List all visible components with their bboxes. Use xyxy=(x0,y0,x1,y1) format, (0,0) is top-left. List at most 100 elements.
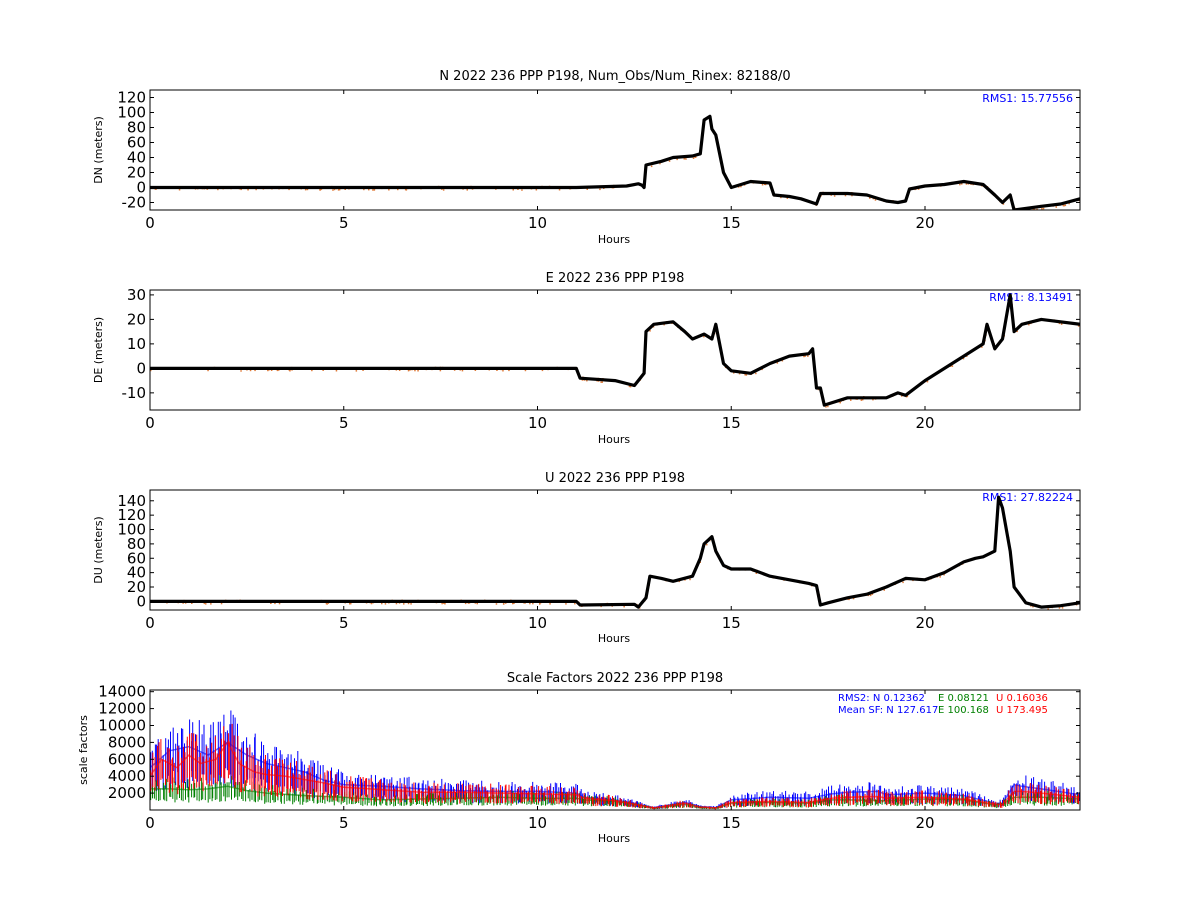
panel-east-point xyxy=(1077,325,1080,327)
sf-legend-rms-u: U 0.16036 xyxy=(996,693,1048,704)
panel-sf-title: Scale Factors 2022 236 PPP P198 xyxy=(507,671,723,686)
panel-up-point xyxy=(220,602,223,605)
panel-east-point xyxy=(825,406,827,408)
panel-sf-ytick-label: 12000 xyxy=(98,700,146,718)
panel-north: N 2022 236 PPP P198, Num_Obs/Num_Rinex: … xyxy=(92,69,1081,246)
panel-up-point xyxy=(684,579,686,581)
panel-up-point xyxy=(1032,605,1034,608)
panel-north-ylabel: DN (meters) xyxy=(92,116,105,184)
panel-north-point xyxy=(833,195,836,197)
panel-east-point xyxy=(355,370,358,372)
panel-up-xtick-label: 5 xyxy=(339,614,349,632)
panel-north-point xyxy=(388,189,390,191)
panel-east-ytick-label: 10 xyxy=(127,335,146,353)
panel-up-xtick-label: 10 xyxy=(528,614,547,632)
panel-up-point xyxy=(467,602,470,604)
panel-north-point xyxy=(535,189,538,191)
panel-east-point xyxy=(288,369,291,371)
panel-north-point xyxy=(851,194,853,197)
panel-east-series-line xyxy=(150,293,1080,407)
panel-up-ytick-label: 40 xyxy=(127,564,146,582)
panel-up-ytick-label: 60 xyxy=(127,549,146,567)
panel-east-point xyxy=(850,399,852,401)
panel-up-point xyxy=(505,602,507,604)
panel-up-point xyxy=(678,580,681,583)
panel-up-ylabel: DU (meters) xyxy=(92,516,105,583)
panel-north-title: N 2022 236 PPP P198, Num_Obs/Num_Rinex: … xyxy=(439,69,790,84)
panel-east-point xyxy=(474,369,477,371)
panel-north-point xyxy=(694,156,697,158)
panel-up-point xyxy=(706,543,708,546)
panel-north-point xyxy=(1063,205,1065,207)
panel-up-point xyxy=(384,603,387,605)
panel-north-xtick-label: 20 xyxy=(915,214,934,232)
panel-up-point xyxy=(565,603,567,605)
panel-up-point xyxy=(441,602,443,605)
panel-north-point xyxy=(874,199,877,201)
panel-east-point xyxy=(981,346,983,348)
panel-east-point xyxy=(1058,322,1061,325)
panel-east-point xyxy=(240,370,242,372)
panel-up-point xyxy=(274,602,276,605)
panel-up-series-line xyxy=(150,495,1080,609)
panel-north-ytick-label: 120 xyxy=(117,89,146,107)
panel-up-point xyxy=(444,603,446,605)
panel-north-point xyxy=(255,188,257,191)
panel-up-point xyxy=(689,578,691,581)
panel-east-point xyxy=(951,365,954,367)
panel-north-ytick-label: -20 xyxy=(122,194,147,212)
panel-east-point xyxy=(781,360,784,362)
panel-east-point xyxy=(703,335,705,338)
panel-east-point xyxy=(276,369,279,372)
panel-up-point xyxy=(407,602,410,605)
panel-up-point xyxy=(871,593,874,595)
panel-north-point xyxy=(599,188,601,191)
panel-up-ytick-label: 20 xyxy=(127,578,146,596)
panel-north-point xyxy=(786,197,789,199)
panel-sf-xtick-label: 10 xyxy=(528,814,547,832)
panel-up-xtick-label: 15 xyxy=(722,614,741,632)
panel-east-point xyxy=(862,398,864,401)
panel-east-point xyxy=(502,370,504,372)
panel-north-point xyxy=(650,165,653,168)
panel-up-point xyxy=(1047,608,1049,610)
panel-north-rms: RMS1: 15.77556 xyxy=(982,92,1073,105)
panel-north-point xyxy=(740,185,742,188)
panel-east-point xyxy=(322,369,324,371)
panel-east-point xyxy=(962,357,965,360)
panel-east-point xyxy=(439,369,442,372)
sf-legend-mean-u: U 173.495 xyxy=(996,705,1048,716)
panel-up-point xyxy=(205,603,207,605)
panel-east-point xyxy=(249,369,252,372)
panel-up-point xyxy=(883,589,885,591)
panel-north-point xyxy=(1041,207,1043,210)
panel-east-point xyxy=(1028,323,1030,326)
panel-sf-xtick-label: 5 xyxy=(339,814,349,832)
panel-north-point xyxy=(917,188,920,190)
panel-north-point xyxy=(683,158,685,160)
panel-north-point xyxy=(1002,203,1005,205)
panel-up-point xyxy=(270,602,272,604)
panel-north-point xyxy=(319,189,321,191)
panel-east-plot: 0 5 10 15 20 -10 0 10 20 30 xyxy=(122,286,1081,432)
panel-north-point xyxy=(586,188,588,190)
panel-north-point xyxy=(558,189,561,191)
panel-east-xtick-label: 5 xyxy=(339,414,349,432)
panel-up-point xyxy=(210,603,212,605)
panel-east-point xyxy=(270,369,273,371)
panel-north-point xyxy=(764,183,766,185)
panel-up-point xyxy=(532,602,534,605)
panel-up-ytick-label: 120 xyxy=(117,506,146,524)
panel-north-point xyxy=(240,188,242,191)
panel-east-xlabel: Hours xyxy=(598,433,630,446)
panel-up-point xyxy=(1061,607,1064,609)
panel-north-point xyxy=(967,183,970,185)
panel-north-point xyxy=(305,188,307,190)
panel-scale-factors: Scale Factors 2022 236 PPP P198 RMS2: N … xyxy=(77,671,1081,845)
panel-up-point xyxy=(410,603,412,605)
panel-east-point xyxy=(362,369,364,371)
panel-north-point xyxy=(155,188,157,190)
